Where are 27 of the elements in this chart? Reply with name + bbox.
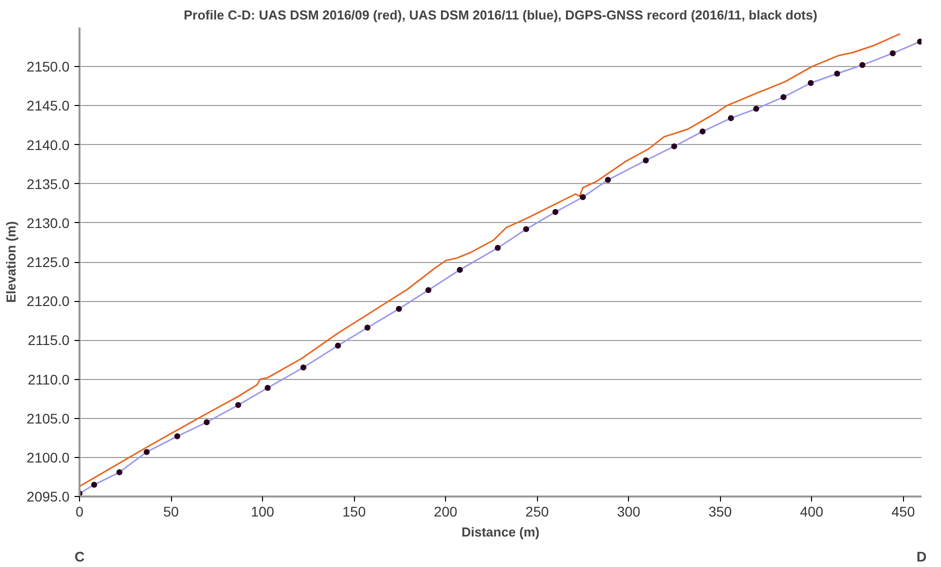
y-tick-label: 2105.0: [26, 410, 70, 426]
x-tick-label: 50: [163, 504, 180, 520]
x-tick-label: 150: [342, 504, 366, 520]
x-tick-label: 450: [892, 504, 916, 520]
y-tick-label: 2125.0: [26, 254, 70, 270]
chart-title: Profile C-D: UAS DSM 2016/09 (red), UAS DSM 2016/11 (blue), DGPS-GNSS record (2016/11, black dots): [184, 8, 818, 22]
x-tick-label: 350: [708, 504, 732, 520]
y-tick-label: 2145.0: [26, 98, 70, 114]
y-tick-label: 2140.0: [26, 136, 70, 153]
y-tick-label: 2095.0: [26, 488, 70, 504]
x-tick-label: 300: [616, 504, 641, 520]
text: D: [916, 548, 927, 564]
y-tick-label: 2150.0: [26, 58, 70, 75]
y-tick-label: 2100.0: [26, 449, 70, 466]
x-tick-label: 400: [800, 504, 824, 520]
y-tick-label: 2110.0: [28, 371, 70, 388]
x-axis-title: Distance (m): [461, 524, 540, 540]
text: C: [74, 548, 85, 564]
x-tick-label: 100: [250, 504, 274, 520]
x-tick-label: 200: [434, 504, 458, 520]
y-tick-label: 2115.0: [28, 332, 70, 348]
y-tick-label: 2135.0: [26, 176, 70, 192]
y-tick-label: 2130.0: [26, 214, 70, 231]
y-axis-title: Elevation (m): [4, 221, 19, 303]
x-tick-label: 0: [76, 504, 84, 520]
y-tick-label: 2120.0: [26, 293, 70, 310]
x-tick-label: 250: [525, 504, 549, 520]
